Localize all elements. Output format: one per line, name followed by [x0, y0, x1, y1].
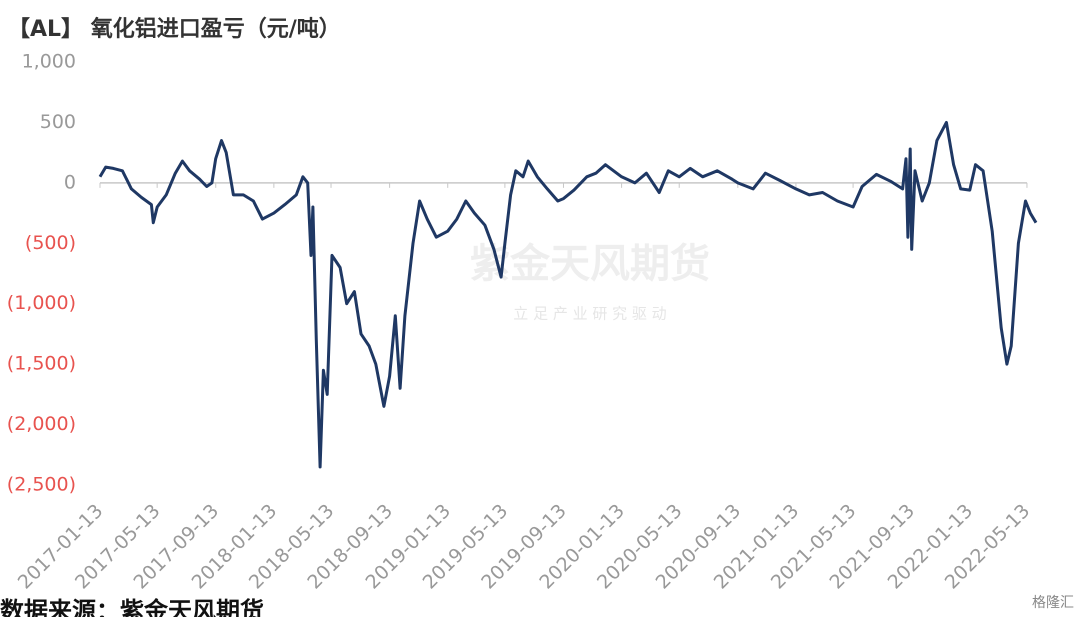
y-tick-label: 0	[64, 171, 76, 193]
y-tick-label: (1,500)	[7, 353, 76, 375]
y-tick-label: 1,000	[22, 51, 76, 73]
source: 数据来源：紫金天风期货	[0, 597, 264, 617]
logo: 格隆汇	[1032, 595, 1074, 611]
y-tick-label: 500	[40, 111, 76, 133]
y-tick-label: (2,500)	[7, 474, 76, 496]
y-tick-label: (500)	[25, 232, 76, 254]
watermark: 紫金天风期货	[470, 241, 710, 287]
line-series	[98, 120, 1038, 469]
watermark-sub: 立 足 产 业 研 究 驱 动	[513, 305, 666, 323]
chart-title: 【AL】 氧化铝进口盈亏（元/吨）	[8, 16, 341, 42]
y-tick-label: (1,000)	[7, 292, 76, 314]
y-tick-label: (2,000)	[7, 413, 76, 435]
